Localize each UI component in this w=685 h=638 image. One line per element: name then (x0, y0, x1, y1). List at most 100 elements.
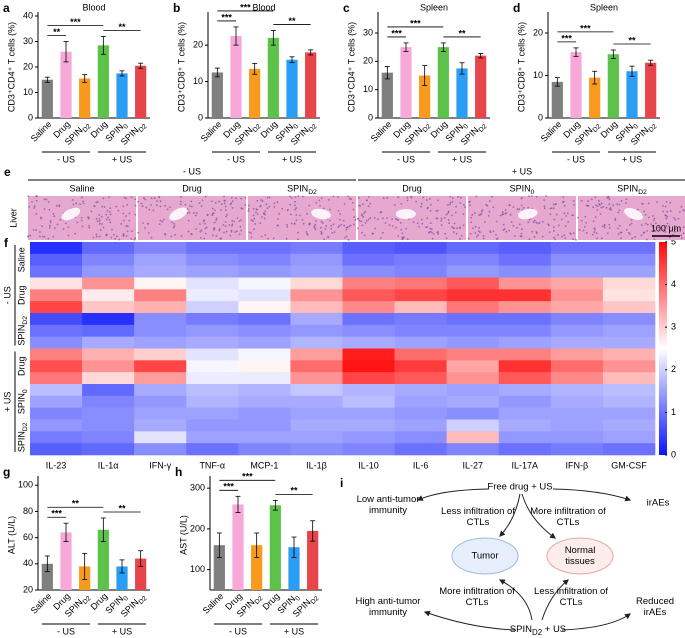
significance-label: *** (51, 509, 62, 519)
heatmap-cell (186, 443, 239, 456)
nucleus (43, 198, 46, 201)
nucleus (290, 197, 293, 199)
heatmap-cell (550, 336, 604, 349)
x-tick-label: SPIND2 (459, 119, 489, 149)
heatmap-cell (186, 301, 239, 314)
nucleus (455, 232, 458, 235)
image-label: Drug (402, 183, 422, 193)
nucleus (320, 220, 323, 223)
nucleus (320, 197, 323, 199)
nucleus (587, 200, 589, 202)
image-label: SPIN0 (510, 183, 535, 196)
heatmap-cell (342, 313, 395, 326)
heatmap-cell (498, 384, 552, 397)
nucleus (159, 219, 162, 222)
error-bar (270, 30, 276, 46)
nucleus (631, 237, 634, 240)
bar (456, 68, 468, 118)
nucleus (33, 205, 36, 208)
nucleus (379, 237, 382, 239)
nucleus (430, 228, 433, 230)
nucleus (206, 213, 209, 216)
nucleus (345, 228, 348, 231)
nucleus (306, 232, 309, 235)
chart-title: Blood (82, 2, 105, 12)
nucleus (98, 220, 101, 223)
nucleus (527, 221, 530, 224)
nucleus (664, 226, 667, 228)
nucleus (180, 235, 183, 237)
nucleus (448, 222, 450, 225)
group-label: + US (112, 154, 132, 164)
nucleus (440, 224, 443, 227)
nucleus (643, 210, 646, 213)
heatmap-cell (602, 277, 656, 290)
nucleus (173, 225, 176, 227)
nucleus (669, 201, 672, 204)
nucleus (673, 217, 675, 219)
nucleus (45, 198, 48, 201)
column-label: IL-1β (306, 460, 327, 470)
heatmap-cell (238, 407, 291, 420)
column-label: IL-17A (512, 460, 539, 470)
nucleus (547, 224, 550, 227)
panel-letter: c (343, 1, 350, 15)
nucleus (289, 195, 291, 198)
row-group-label: Drug (16, 356, 26, 376)
nucleus (577, 216, 579, 219)
nucleus (250, 232, 252, 234)
heatmap-cell (30, 313, 83, 326)
panel-letter: i (340, 476, 343, 490)
nucleus (597, 200, 600, 202)
nucleus (343, 224, 346, 227)
nucleus (240, 197, 243, 200)
colorbar-label: 0 (671, 449, 676, 459)
heatmap-cell (238, 289, 291, 302)
nucleus (235, 230, 238, 233)
nucleus (374, 227, 376, 230)
error-bar (289, 56, 295, 64)
error-bar (44, 76, 50, 83)
nucleus (564, 237, 567, 240)
nucleus (528, 238, 531, 241)
heatmap-cell (82, 265, 135, 278)
heatmap-cell (186, 324, 239, 337)
nucleus (224, 209, 227, 211)
y-tick-label: 80 (23, 506, 33, 516)
nucleus (357, 218, 359, 220)
y-tick-label: 20 (23, 584, 33, 594)
bar (267, 37, 279, 118)
heatmap-cell (550, 289, 604, 302)
nucleus (294, 196, 297, 198)
nucleus (447, 204, 449, 206)
heatmap-cell (134, 265, 187, 278)
heatmap-cell (446, 407, 500, 420)
heatmap-cell (446, 419, 500, 432)
nucleus (541, 220, 544, 223)
heatmap-cell (82, 301, 135, 314)
nucleus (74, 232, 77, 235)
nucleus (122, 235, 125, 237)
heatmap-cell (238, 360, 291, 373)
nucleus (260, 235, 263, 238)
nucleus (674, 230, 676, 233)
heatmap-cell (342, 277, 395, 290)
nucleus (342, 219, 345, 222)
panel-letter: f (4, 236, 9, 250)
liver-image (27, 195, 137, 241)
heatmap-cell (498, 242, 552, 255)
heatmap-cell (186, 313, 239, 326)
nucleus (112, 233, 115, 236)
heatmap-cell (30, 289, 83, 302)
heatmap-cell (602, 242, 656, 255)
nucleus (198, 202, 201, 205)
image-label: Drug (182, 183, 202, 193)
nucleus (590, 198, 593, 201)
nucleus (362, 216, 365, 218)
nucleus (43, 235, 46, 238)
nucleus (646, 229, 649, 232)
heatmap-cell (498, 253, 552, 266)
error-bar (119, 559, 125, 574)
nucleus (326, 236, 329, 239)
nucleus (109, 207, 112, 210)
